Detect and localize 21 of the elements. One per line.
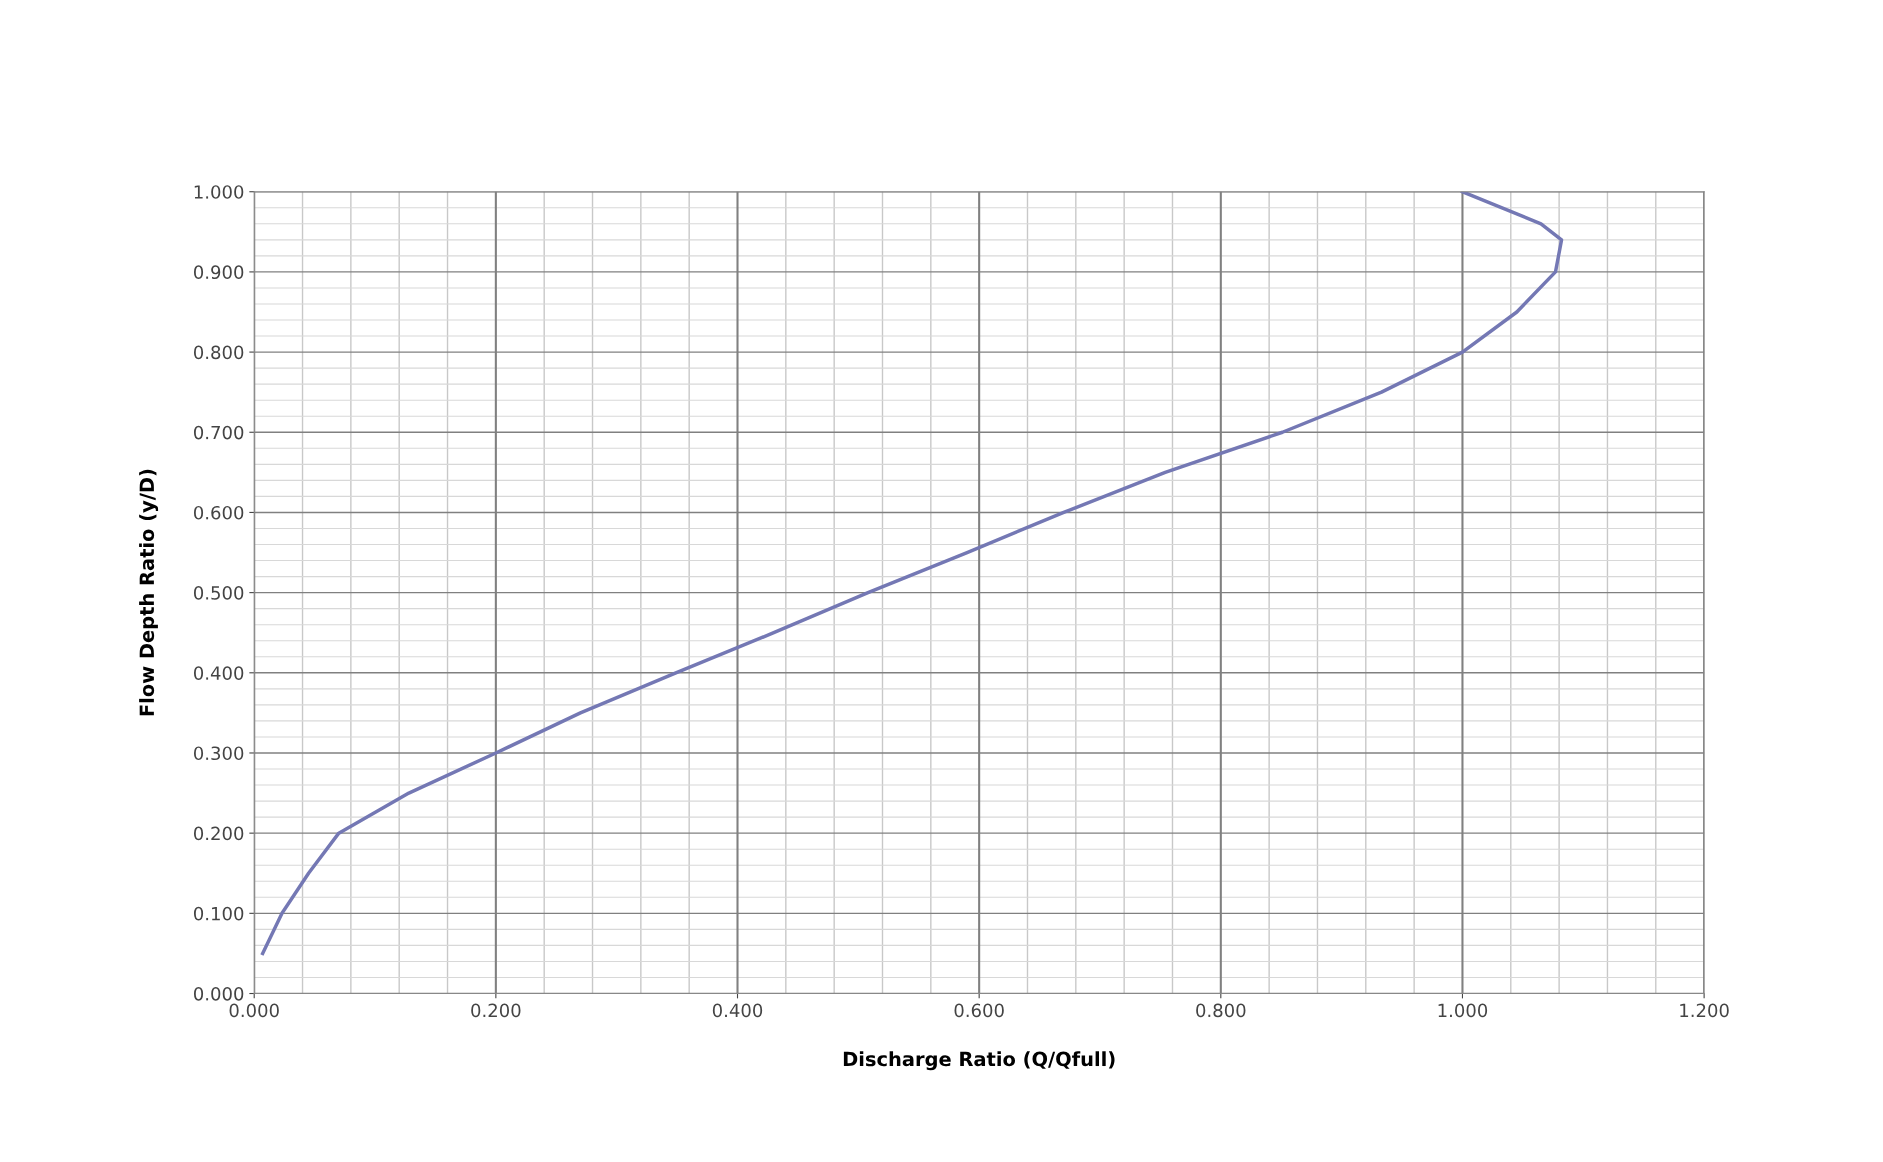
x-tick-label: 0.000 (229, 1003, 279, 1018)
y-axis-title: Flow Depth Ratio (y/D) (139, 469, 159, 716)
x-tick-label: 0.800 (1196, 1003, 1246, 1018)
y-tick-label: 0.200 (193, 826, 244, 841)
y-tick-label: 0.400 (193, 666, 244, 680)
x-tick-label: 0.400 (712, 1003, 763, 1018)
x-tick-label: 0.200 (471, 1003, 521, 1018)
y-tick-label: 0.500 (193, 586, 244, 600)
line-series (260, 191, 1564, 956)
y-tick-label: 0.100 (193, 906, 244, 921)
y-tick-label: 0.800 (193, 345, 244, 360)
x-axis-title: Discharge Ratio (Q/Qfull) (843, 1051, 1115, 1071)
y-tick-label: 0.700 (193, 425, 244, 440)
y-tick-label: 0.300 (193, 746, 244, 761)
y-tick-label: 1.000 (194, 185, 244, 199)
y-tick-label: 0.600 (193, 505, 244, 520)
y-tick-label: 0.000 (193, 986, 244, 1001)
x-tick-label: 1.000 (1438, 1003, 1488, 1018)
x-tick-label: 1.200 (1680, 1003, 1729, 1018)
y-tick-label: 0.900 (193, 265, 244, 280)
x-tick-label: 0.600 (954, 1003, 1004, 1018)
